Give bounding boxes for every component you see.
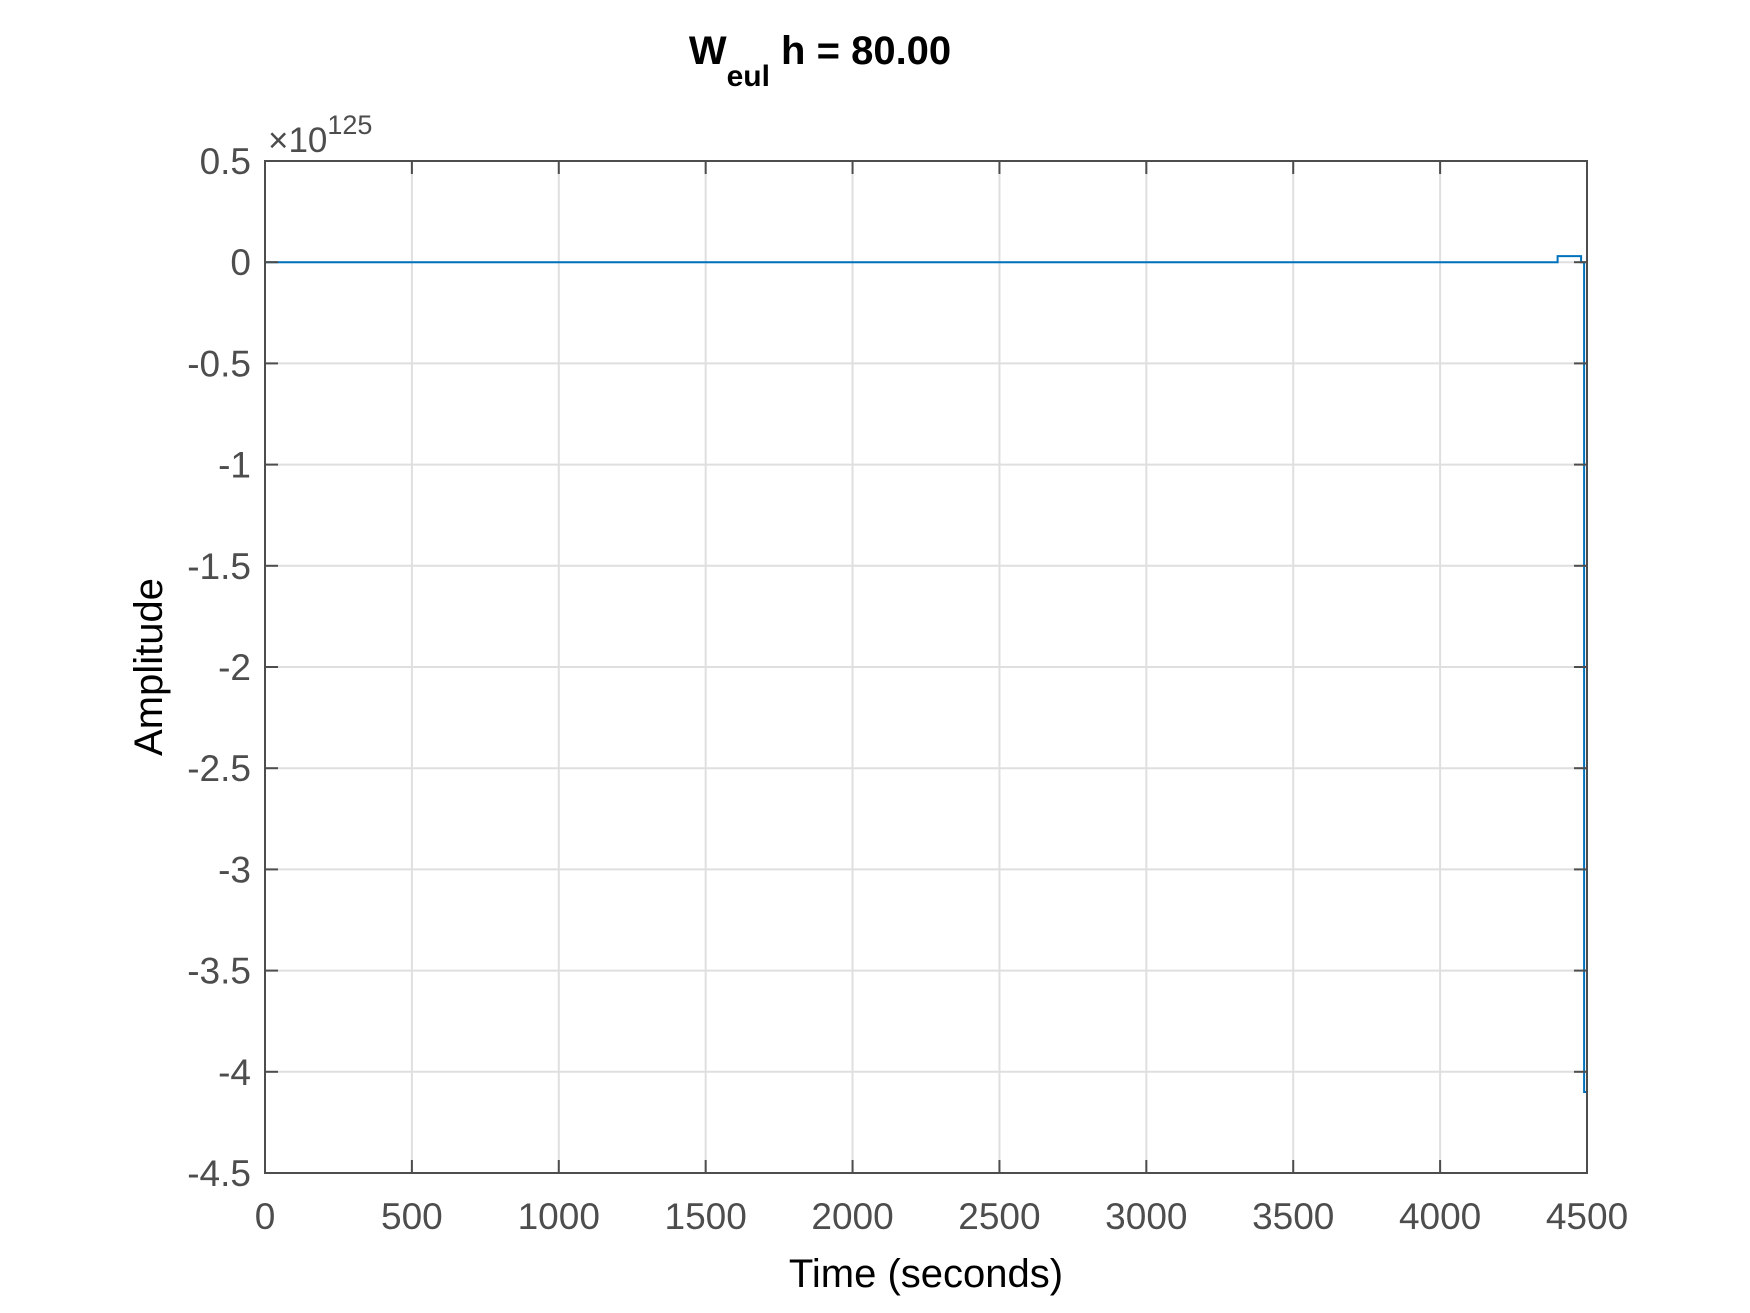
x-tick-label: 4500 — [1546, 1196, 1628, 1237]
y-exponent-label: ×10125 — [268, 110, 372, 160]
x-tick-label: 1500 — [665, 1196, 747, 1237]
y-tick-label: -1.5 — [187, 546, 251, 587]
y-tick-label: -2.5 — [187, 748, 251, 789]
y-tick-label: -4 — [218, 1052, 251, 1093]
y-tick-label: 0 — [230, 242, 251, 283]
x-tick-label: 3500 — [1252, 1196, 1334, 1237]
x-tick-label: 4000 — [1399, 1196, 1481, 1237]
y-axis-label: Amplitude — [127, 578, 171, 756]
chart-title-subscript: eul — [727, 60, 770, 93]
y-tick-labels: 0.5 0 -0.5 -1 -1.5 -2 -2.5 -3 -3.5 -4 -4.5 — [187, 141, 251, 1194]
y-tick-label: -1 — [218, 445, 251, 486]
y-exponent-prefix: ×10 — [268, 121, 327, 160]
y-tick-label: -3.5 — [187, 951, 251, 992]
series-layer — [265, 255, 1587, 1093]
axes-box — [264, 160, 1588, 1174]
series-line — [265, 255, 1587, 1093]
chart-title: Weul h = 80.00 — [689, 29, 951, 93]
x-tick-label: 2500 — [958, 1196, 1040, 1237]
x-tick-label: 0 — [255, 1196, 276, 1237]
x-tick-label: 1000 — [518, 1196, 600, 1237]
y-tick-label: -4.5 — [187, 1153, 251, 1194]
y-tick-label: -3 — [218, 849, 251, 890]
x-axis-label: Time (seconds) — [789, 1252, 1063, 1296]
y-tick-label: -0.5 — [187, 343, 251, 384]
chart-title-main: W — [689, 29, 727, 73]
y-exponent-power: 125 — [327, 110, 372, 140]
x-tick-labels: 0 500 1000 1500 2000 2500 3000 3500 4000 4500 — [255, 1196, 1628, 1237]
chart-title-suffix: h = 80.00 — [770, 29, 951, 73]
x-tick-label: 500 — [381, 1196, 443, 1237]
x-tick-label: 3000 — [1105, 1196, 1187, 1237]
y-tick-label: 0.5 — [200, 141, 251, 182]
y-tick-label: -2 — [218, 647, 251, 688]
x-tick-label: 2000 — [811, 1196, 893, 1237]
